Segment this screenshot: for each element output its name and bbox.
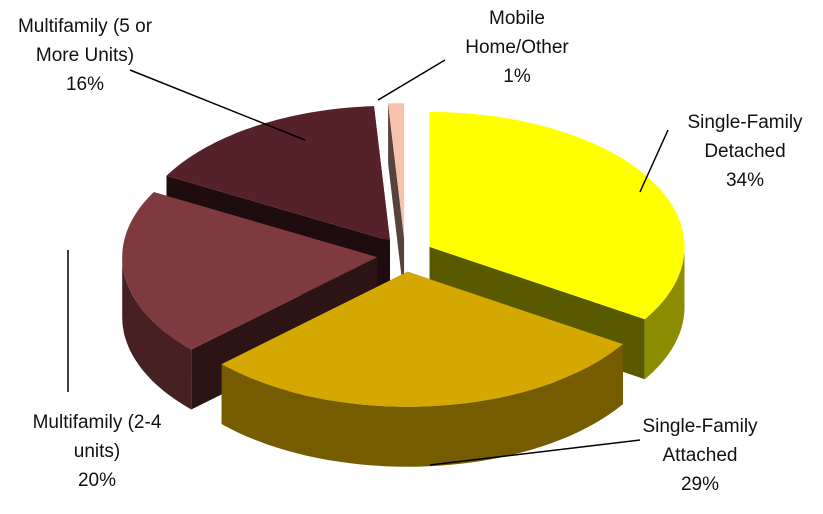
value-label: 34% — [725, 170, 765, 191]
data-label: Multifamily (5 or More Units) 16% — [15, 12, 155, 99]
leader-line — [639, 129, 669, 193]
category-label: Single-Family Detached — [687, 112, 803, 162]
data-label: Single-Family Detached 34% — [665, 108, 823, 195]
leader-line — [429, 439, 641, 466]
slice — [388, 103, 405, 299]
category-label: Multifamily (5 or More Units) — [17, 16, 153, 66]
slice-side — [644, 246, 685, 380]
value-label: 16% — [65, 74, 105, 95]
slice-side — [221, 344, 623, 467]
data-label: Multifamily (2-4 units) 20% — [27, 408, 167, 495]
category-label: Mobile Home/Other — [465, 8, 569, 58]
slice-wall — [388, 103, 405, 299]
slice — [221, 271, 623, 467]
leader-line — [129, 69, 306, 141]
slice-top — [429, 111, 685, 320]
category-label: Multifamily (2-4 units) — [32, 412, 162, 462]
value-label: 1% — [503, 66, 531, 87]
data-label: Mobile Home/Other 1% — [447, 4, 587, 91]
slice-top — [166, 106, 390, 241]
slice-top — [122, 192, 378, 350]
slice-top — [388, 103, 405, 239]
slice-top — [221, 271, 623, 407]
leader-line — [377, 59, 446, 101]
slice-side — [122, 257, 192, 410]
value-label: 20% — [77, 470, 117, 491]
value-label: 29% — [680, 474, 720, 495]
data-label: Single-Family Attached 29% — [620, 412, 780, 499]
category-label: Single-Family Attached — [642, 416, 758, 466]
